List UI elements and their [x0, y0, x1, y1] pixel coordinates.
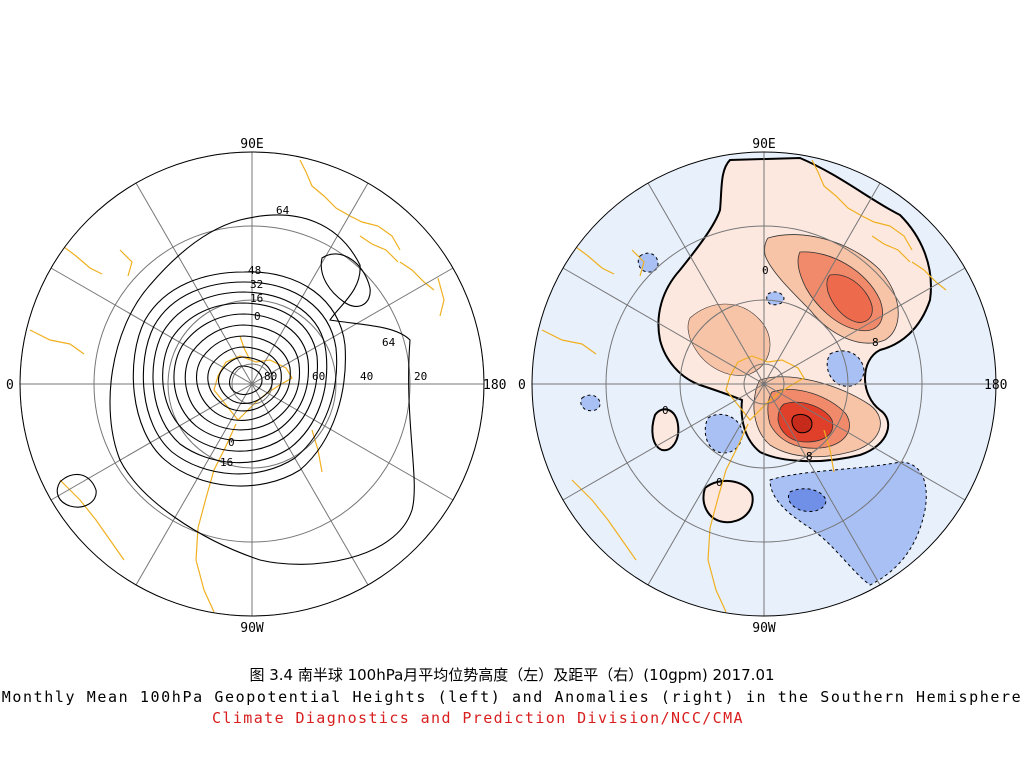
positive-anomaly-peak: [791, 413, 813, 434]
contour-label: 8: [806, 450, 813, 463]
lat-label: 20: [414, 370, 427, 383]
contour-label: 32: [250, 278, 263, 291]
left-map: 64 48 32 16 0 64 0 16 80 60 40 20 90E 90…: [6, 137, 506, 636]
left-contour-labels: 64 48 32 16 0 64 0 16: [220, 204, 396, 469]
right-label-bottom: 90W: [752, 621, 776, 636]
caption-organization: Climate Diagnostics and Prediction Divis…: [212, 709, 744, 727]
contour-label: 0: [716, 476, 723, 489]
contour-label: 0: [662, 404, 669, 417]
positive-anomaly-island: [651, 408, 680, 452]
right-grid: [532, 152, 996, 616]
positive-anomaly-core: [826, 274, 873, 323]
positive-anomaly-island: [702, 479, 754, 524]
contour-label: 8: [872, 336, 879, 349]
right-contour-labels: 0 8 0 8 0: [662, 264, 879, 489]
contour-label: 64: [276, 204, 290, 217]
lat-label: 40: [360, 370, 373, 383]
left-label-bottom: 90W: [240, 621, 264, 636]
right-label-top: 90E: [752, 137, 775, 152]
negative-anomaly-region: [704, 414, 743, 454]
left-contours: [56, 214, 415, 565]
contour-label: 16: [250, 292, 263, 305]
polar-maps: 64 48 32 16 0 64 0 16 80 60 40 20 90E 90…: [6, 137, 1007, 636]
right-map: 0 8 0 8 0 90E 90W 0 180: [518, 137, 1007, 636]
caption-chinese: 图 3.4 南半球 100hPa月平均位势高度（左）及距平（右）(10gpm) …: [249, 666, 775, 684]
left-grid: [20, 152, 484, 616]
contour-label: 0: [254, 310, 261, 323]
negative-anomaly-region: [637, 252, 659, 273]
negative-anomaly-region: [580, 394, 601, 412]
left-label-left: 0: [6, 378, 14, 393]
left-map-border: [19, 151, 485, 617]
lat-label: 60: [312, 370, 325, 383]
contour-label: 0: [762, 264, 769, 277]
left-label-right: 180: [483, 378, 506, 393]
right-label-right: 180: [984, 378, 1007, 393]
left-lat-labels: 80 60 40 20: [264, 370, 427, 383]
left-label-top: 90E: [240, 137, 263, 152]
right-map-border: [531, 151, 997, 617]
contour-label: 48: [248, 264, 261, 277]
contour-label: 16: [220, 456, 233, 469]
negative-anomaly-region: [766, 291, 785, 306]
caption-english: Monthly Mean 100hPa Geopotential Heights…: [1, 688, 1023, 706]
negative-anomaly-core: [787, 488, 827, 513]
lat-label: 80: [264, 370, 277, 383]
contour-label: 0: [228, 436, 235, 449]
right-label-left: 0: [518, 378, 526, 393]
contour-label: 64: [382, 336, 396, 349]
right-coastlines: [541, 159, 947, 613]
